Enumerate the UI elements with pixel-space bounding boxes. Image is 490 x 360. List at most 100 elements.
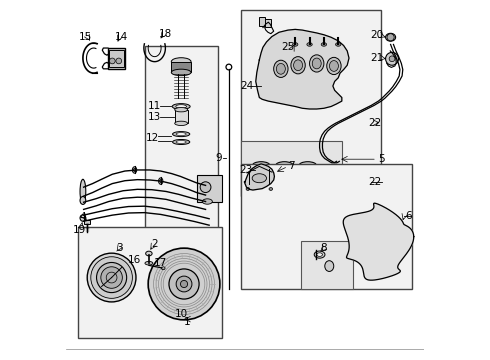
Circle shape [109,58,115,64]
FancyBboxPatch shape [108,48,125,69]
Text: 2: 2 [151,239,158,249]
Ellipse shape [252,174,267,183]
Text: 22: 22 [368,118,381,128]
Ellipse shape [317,253,322,256]
FancyBboxPatch shape [84,220,90,224]
Ellipse shape [325,261,334,271]
FancyBboxPatch shape [265,19,271,27]
Circle shape [387,34,394,41]
Ellipse shape [329,60,339,71]
Ellipse shape [80,179,86,204]
Text: 4: 4 [79,212,86,221]
Ellipse shape [132,167,137,173]
Ellipse shape [202,199,212,204]
Text: 20: 20 [370,30,384,40]
Polygon shape [245,164,274,190]
Circle shape [97,262,126,293]
FancyBboxPatch shape [109,50,124,67]
Ellipse shape [336,42,341,46]
Ellipse shape [176,105,187,108]
Text: 8: 8 [320,243,327,253]
Ellipse shape [80,197,86,204]
Ellipse shape [299,172,317,180]
FancyBboxPatch shape [242,10,381,196]
Polygon shape [343,203,414,280]
Circle shape [200,182,211,193]
Circle shape [180,280,188,288]
Text: 9: 9 [216,153,222,163]
Ellipse shape [252,172,270,180]
Ellipse shape [172,58,191,66]
FancyBboxPatch shape [145,45,218,318]
Text: 10: 10 [174,310,188,319]
Ellipse shape [275,172,294,180]
Circle shape [169,269,199,299]
Ellipse shape [246,188,250,190]
Text: 16: 16 [128,255,141,265]
Polygon shape [256,30,349,109]
Ellipse shape [274,60,288,77]
Ellipse shape [310,55,324,72]
Ellipse shape [175,121,188,126]
Circle shape [87,253,136,302]
Text: 11: 11 [148,102,161,112]
Ellipse shape [327,57,341,75]
Ellipse shape [321,42,326,46]
FancyBboxPatch shape [196,175,221,202]
Circle shape [386,52,398,65]
Ellipse shape [312,58,321,69]
Ellipse shape [276,63,285,74]
Text: 5: 5 [378,154,385,164]
Text: 13: 13 [148,112,161,122]
Text: 25: 25 [281,42,294,52]
Ellipse shape [145,261,153,265]
Text: 12: 12 [146,133,159,143]
Circle shape [148,248,220,320]
Ellipse shape [160,180,162,183]
Ellipse shape [172,139,190,144]
Ellipse shape [133,168,136,172]
Ellipse shape [294,60,302,71]
Text: 3: 3 [116,243,123,253]
Ellipse shape [299,162,317,170]
Text: 24: 24 [240,81,253,91]
Ellipse shape [291,57,305,74]
Circle shape [91,257,132,298]
Text: 17: 17 [154,258,168,268]
FancyBboxPatch shape [259,17,265,26]
Ellipse shape [386,33,395,41]
FancyBboxPatch shape [172,62,191,72]
Circle shape [116,58,122,64]
Ellipse shape [161,267,165,270]
FancyBboxPatch shape [175,110,188,123]
Text: 1: 1 [184,317,190,327]
Text: 23: 23 [239,165,252,175]
Circle shape [176,276,192,292]
Text: 21: 21 [370,53,384,63]
FancyBboxPatch shape [242,164,412,289]
Ellipse shape [172,132,190,136]
Ellipse shape [204,176,215,198]
Ellipse shape [172,104,190,109]
Ellipse shape [269,188,272,190]
Ellipse shape [275,162,294,170]
Circle shape [101,267,122,288]
Text: 19: 19 [73,225,86,235]
Text: 18: 18 [159,29,172,39]
FancyBboxPatch shape [242,140,342,196]
FancyBboxPatch shape [78,226,221,338]
Text: 14: 14 [115,32,128,41]
Ellipse shape [159,178,163,184]
Text: 22: 22 [368,177,381,187]
Ellipse shape [314,251,325,258]
Circle shape [389,56,395,62]
Ellipse shape [175,108,188,112]
Ellipse shape [80,215,86,221]
Ellipse shape [176,140,186,143]
Ellipse shape [176,133,186,135]
Ellipse shape [172,69,191,76]
Text: 7: 7 [288,161,295,171]
Text: 6: 6 [405,211,412,221]
Ellipse shape [252,162,270,170]
Ellipse shape [307,42,312,46]
